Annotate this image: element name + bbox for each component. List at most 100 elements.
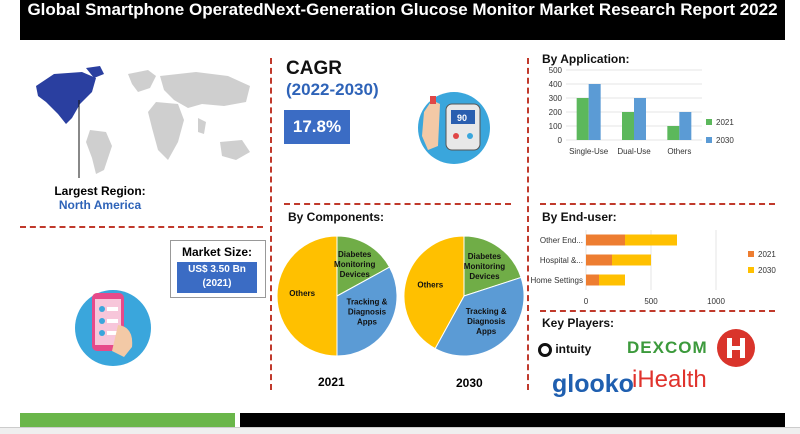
- pie-year-2030: 2030: [456, 376, 483, 390]
- pie-label-2: Others: [417, 280, 443, 289]
- pie-label-line: Tracking &: [466, 307, 507, 316]
- heading-by-end-user: By End-user:: [542, 210, 617, 224]
- footer-strip: [0, 427, 800, 434]
- app-bar-2030-1: [634, 98, 646, 140]
- pie-label-1: Tracking & Diagnosis Apps: [466, 307, 507, 336]
- app-bar-2021-1: [622, 112, 634, 140]
- by-application-chart: 0 100 200 300 400 500 Single-Use Dual-Use Others…: [549, 66, 735, 156]
- app-ytick-label: 400: [549, 80, 563, 89]
- pie-label-line: Monitoring: [464, 262, 505, 271]
- end-xtick-label: 500: [644, 297, 658, 306]
- pie-slice-1: [434, 276, 525, 357]
- smartphone-icon: [75, 290, 151, 366]
- app-ytick-label: 0: [558, 136, 563, 145]
- largest-region-value: North America: [58, 198, 142, 212]
- heading-key-players: Key Players:: [542, 316, 615, 330]
- cagr-years: (2022-2030): [286, 80, 379, 99]
- cagr-value: 17.8%: [284, 110, 350, 144]
- pie-slice-2: [276, 235, 338, 357]
- divider-h-left: [20, 226, 263, 228]
- end-legend-label-2030: 2030: [758, 266, 776, 275]
- components-pie-2030: Diabetes Monitoring Devices Tracking & Diagn…: [403, 235, 525, 357]
- pie-label-line: Diabetes: [338, 250, 372, 259]
- app-bar-2021-0: [576, 98, 589, 140]
- logo-h-emblem: [717, 329, 755, 367]
- north-america-shape: [36, 72, 96, 124]
- app-bar-2030-2: [679, 112, 692, 140]
- market-size-amount: US$ 3.50 Bn: [188, 264, 246, 275]
- heading-by-application: By Application:: [542, 52, 630, 66]
- divider-v-right: [527, 58, 529, 390]
- app-legend-swatch-2030: [706, 137, 712, 143]
- pie-label-line: Apps: [357, 318, 378, 327]
- pie-label-1: Tracking & Diagnosis Apps: [347, 298, 388, 327]
- app-ytick-label: 300: [549, 94, 563, 103]
- end-legend-label-2021: 2021: [758, 250, 776, 259]
- app-bar-2030-0: [588, 84, 601, 140]
- pie-label-line: Diagnosis: [348, 308, 387, 317]
- end-bar-2021-2: [586, 274, 599, 286]
- end-bar-2030-0: [625, 234, 677, 246]
- market-size-year: (2021): [202, 278, 232, 289]
- heading-by-components: By Components:: [288, 210, 384, 224]
- app-ytick-label: 100: [549, 122, 563, 131]
- pie-label-line: Devices: [340, 270, 371, 279]
- cagr-label: CAGR: [286, 58, 342, 79]
- app-legend-label-2030: 2030: [716, 136, 734, 145]
- divider-h-right-bottom: [540, 310, 775, 312]
- pie-label-0: Diabetes Monitoring Devices: [464, 252, 505, 281]
- market-size-value: US$ 3.50 Bn (2021): [177, 262, 257, 293]
- largest-region-label: Largest Region:: [54, 184, 146, 198]
- pie-label-0: Diabetes Monitoring Devices: [334, 250, 375, 279]
- divider-v-left: [270, 58, 272, 390]
- svg-text:90: 90: [457, 113, 467, 123]
- pie-label-line: Diabetes: [468, 252, 502, 261]
- app-ytick-label: 200: [549, 108, 563, 117]
- app-category-label: Others: [667, 147, 691, 156]
- pie-slice-0: [463, 235, 522, 297]
- glucose-meter-icon: 90: [418, 92, 490, 164]
- end-legend-swatch-2030: [748, 267, 754, 273]
- app-legend-swatch-2021: [706, 119, 712, 125]
- end-bar-2021-0: [586, 234, 625, 246]
- pie-slice-2: [403, 235, 465, 350]
- pie-label-line: Monitoring: [334, 260, 375, 269]
- logo-ihealth: iHealth: [632, 366, 707, 393]
- market-size-label: Market Size:: [181, 245, 253, 259]
- pie-label-line: Others: [289, 289, 315, 298]
- world-map: [36, 66, 250, 178]
- logo-dexcom: DEXCOM: [627, 338, 708, 357]
- end-xtick-label: 0: [584, 297, 589, 306]
- end-category-label: Hospital &...: [540, 256, 583, 265]
- logo-intuity-text: intuity: [555, 342, 592, 356]
- pie-slice-0: [336, 235, 391, 297]
- end-bar-2030-2: [599, 274, 625, 286]
- end-bar-2030-1: [612, 254, 651, 266]
- by-end-user-chart: 0 500 1000 Other End... Hospital &... Home Se…: [531, 230, 776, 306]
- logo-glooko: glooko: [552, 370, 634, 398]
- components-pie-2021: Diabetes Monitoring Devices Tracking & Diagn…: [276, 235, 398, 357]
- pie-label-2: Others: [289, 289, 315, 298]
- pie-year-2021: 2021: [318, 375, 345, 389]
- app-category-label: Single-Use: [569, 147, 609, 156]
- pie-label-line: Apps: [476, 327, 497, 336]
- pie-label-line: Others: [417, 280, 443, 289]
- divider-h-right-top: [540, 203, 775, 205]
- pie-label-line: Diagnosis: [467, 317, 506, 326]
- app-category-label: Dual-Use: [617, 147, 651, 156]
- end-bar-2021-1: [586, 254, 612, 266]
- app-bar-2021-2: [667, 126, 680, 140]
- end-legend-swatch-2021: [748, 251, 754, 257]
- end-category-label: Home Settings: [531, 276, 583, 285]
- app-ytick-label: 500: [549, 66, 563, 75]
- divider-h-mid: [284, 203, 511, 205]
- page-title: Global Smartphone OperatedNext-Generatio…: [27, 0, 778, 19]
- end-xtick-label: 1000: [707, 297, 725, 306]
- pie-label-line: Tracking &: [347, 298, 388, 307]
- app-legend-label-2021: 2021: [716, 118, 734, 127]
- pie-slice-1: [336, 266, 398, 357]
- title-bar: Global Smartphone OperatedNext-Generatio…: [20, 0, 785, 40]
- logo-intuity: intuity: [538, 342, 591, 357]
- pie-label-line: Devices: [469, 272, 500, 281]
- end-category-label: Other End...: [540, 236, 583, 245]
